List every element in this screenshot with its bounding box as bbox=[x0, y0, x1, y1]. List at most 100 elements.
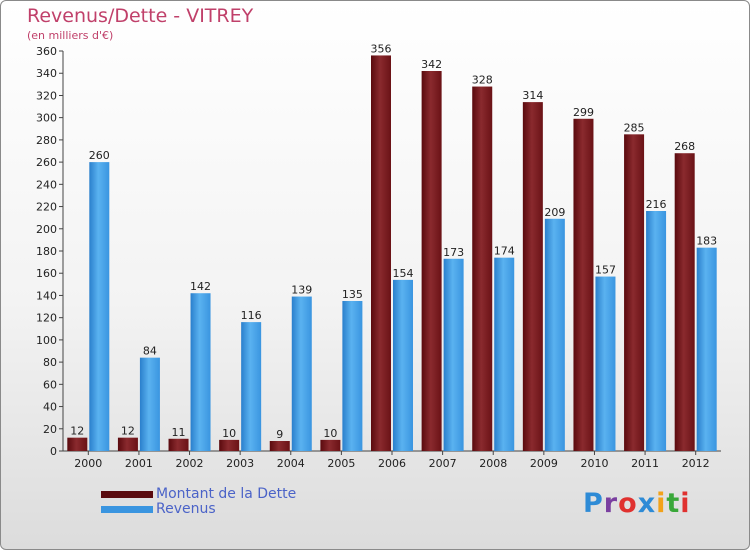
bar-dette bbox=[371, 55, 391, 451]
data-label: 299 bbox=[573, 106, 594, 119]
logo-letter: r bbox=[603, 488, 619, 519]
y-tick-label: 140 bbox=[36, 289, 57, 302]
bar-revenus bbox=[595, 276, 616, 451]
bar-revenus bbox=[342, 301, 363, 451]
y-tick-label: 60 bbox=[43, 378, 57, 391]
x-tick-label: 2005 bbox=[327, 457, 355, 470]
bars bbox=[67, 55, 717, 452]
y-tick-label: 200 bbox=[36, 223, 57, 236]
data-label: 11 bbox=[172, 426, 186, 439]
data-labels: 12 260 12 84 11 142 10 116 9 139 10 135 356 154 342 173… bbox=[70, 42, 717, 441]
bar-revenus bbox=[139, 357, 160, 451]
x-tick-label: 2008 bbox=[479, 457, 507, 470]
y-tick-label: 280 bbox=[36, 134, 57, 147]
bar-revenus bbox=[241, 322, 262, 451]
data-label: 139 bbox=[291, 284, 312, 297]
bar-dette bbox=[674, 153, 695, 451]
x-tick-label: 2006 bbox=[378, 457, 406, 470]
logo-letter: o bbox=[618, 488, 638, 519]
y-tick-label: 320 bbox=[36, 89, 57, 102]
bar-dette bbox=[168, 438, 189, 451]
data-label: 116 bbox=[241, 309, 262, 322]
y-tick-label: 20 bbox=[43, 423, 57, 436]
bar-dette bbox=[320, 439, 341, 451]
x-tick-label: 2010 bbox=[580, 457, 608, 470]
y-tick-label: 80 bbox=[43, 356, 57, 369]
x-tick-label: 2011 bbox=[631, 457, 659, 470]
logo-letter: x bbox=[637, 488, 657, 519]
y-tick-label: 160 bbox=[36, 267, 57, 280]
x-tick-label: 2003 bbox=[226, 457, 254, 470]
legend-swatch-revenus bbox=[101, 506, 153, 513]
data-label: 209 bbox=[544, 206, 565, 219]
logo-letter: i bbox=[656, 488, 667, 519]
y-tick-label: 180 bbox=[36, 245, 57, 258]
data-label: 174 bbox=[494, 245, 515, 258]
data-label: 342 bbox=[421, 58, 442, 71]
y-tick-label: 300 bbox=[36, 112, 57, 125]
data-label: 12 bbox=[70, 425, 84, 438]
data-label: 285 bbox=[624, 121, 645, 134]
data-label: 135 bbox=[342, 288, 363, 301]
bar-dette bbox=[573, 118, 594, 452]
bar-revenus bbox=[190, 293, 211, 451]
logo-letter: i bbox=[680, 488, 691, 519]
bar-revenus bbox=[544, 218, 565, 451]
x-tick-label: 2000 bbox=[74, 457, 102, 470]
y-tick-label: 100 bbox=[36, 334, 57, 347]
bar-revenus bbox=[89, 162, 110, 451]
bar-revenus bbox=[393, 279, 413, 451]
bar-revenus bbox=[494, 257, 515, 451]
x-tick-label: 2007 bbox=[429, 457, 457, 470]
legend-label-revenus: Revenus bbox=[156, 501, 216, 517]
x-tick-label: 2009 bbox=[530, 457, 558, 470]
chart-subtitle: (en milliers d'€) bbox=[27, 29, 114, 42]
x-tick-label: 2004 bbox=[277, 457, 305, 470]
bar-dette bbox=[522, 102, 543, 451]
bar-dette bbox=[624, 134, 645, 452]
data-label: 328 bbox=[472, 74, 493, 87]
data-label: 260 bbox=[89, 149, 110, 162]
data-label: 173 bbox=[443, 246, 464, 259]
data-label: 142 bbox=[190, 280, 211, 293]
data-label: 157 bbox=[595, 264, 616, 277]
y-tick-label: 360 bbox=[36, 45, 57, 58]
proxiti-logo: Proxiti bbox=[583, 488, 691, 519]
bar-dette bbox=[117, 437, 138, 451]
x-tick-label: 2001 bbox=[125, 457, 153, 470]
y-tick-label: 0 bbox=[50, 445, 57, 458]
y-tick-label: 220 bbox=[36, 201, 57, 214]
logo-letter: t bbox=[666, 488, 681, 519]
bar-dette bbox=[421, 71, 442, 451]
data-label: 9 bbox=[276, 428, 283, 441]
data-label: 10 bbox=[323, 427, 337, 440]
y-tick-label: 240 bbox=[36, 178, 57, 191]
data-label: 183 bbox=[696, 235, 717, 248]
data-label: 216 bbox=[646, 198, 667, 211]
bar-dette bbox=[269, 441, 290, 451]
x-tick-label: 2002 bbox=[176, 457, 204, 470]
logo-letter: P bbox=[583, 488, 604, 519]
y-tick-label: 40 bbox=[43, 401, 57, 414]
bar-revenus bbox=[696, 247, 717, 451]
x-tick-label: 2012 bbox=[682, 457, 710, 470]
data-label: 12 bbox=[121, 425, 135, 438]
bar-dette bbox=[219, 439, 240, 451]
data-label: 154 bbox=[393, 267, 414, 280]
legend-swatch-dette bbox=[101, 491, 153, 498]
bar-dette bbox=[472, 86, 493, 452]
bar-revenus bbox=[443, 258, 464, 451]
bar-dette bbox=[67, 437, 88, 451]
chart-title: Revenus/Dette - VITREY bbox=[27, 5, 254, 27]
y-tick-label: 340 bbox=[36, 67, 57, 80]
data-label: 314 bbox=[522, 89, 543, 102]
bar-revenus bbox=[646, 211, 667, 451]
bar-revenus bbox=[291, 296, 312, 451]
data-label: 268 bbox=[674, 140, 695, 153]
y-tick-label: 260 bbox=[36, 156, 57, 169]
y-tick-label: 120 bbox=[36, 312, 57, 325]
data-label: 10 bbox=[222, 427, 236, 440]
data-label: 84 bbox=[143, 345, 157, 358]
